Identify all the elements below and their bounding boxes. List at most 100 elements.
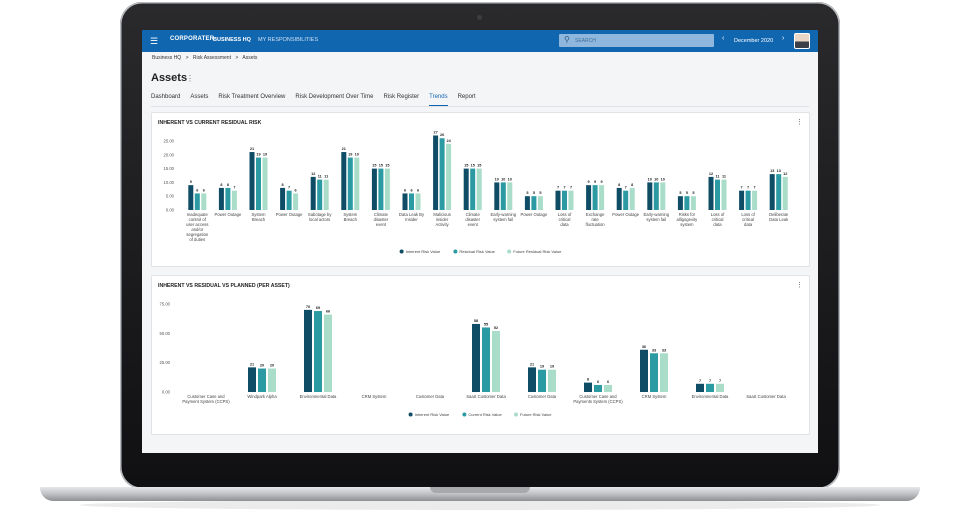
- search-input[interactable]: [575, 36, 705, 45]
- bar: [482, 327, 490, 392]
- nav-business-hq[interactable]: BUSINESS HQ: [213, 37, 251, 43]
- y-tick-label: 5.00: [166, 194, 175, 199]
- tab-risk-development-over-time[interactable]: Risk Development Over Time: [295, 94, 374, 100]
- avatar[interactable]: [794, 33, 810, 49]
- bar: [584, 382, 592, 392]
- x-tick-label: Malicious: [433, 212, 450, 217]
- x-tick-label: Activity: [435, 222, 449, 227]
- data-label: 27: [433, 130, 437, 134]
- data-label: 10: [508, 177, 512, 181]
- x-tick-label: Power Outage: [215, 212, 242, 217]
- bar: [537, 196, 543, 210]
- bar: [249, 152, 255, 210]
- legend-marker: [462, 412, 467, 417]
- bar: [494, 182, 500, 210]
- bar: [248, 367, 256, 392]
- breadcrumb-assets[interactable]: Assets: [242, 55, 258, 61]
- x-tick-label: insider: [436, 217, 449, 222]
- data-label: 15: [477, 164, 481, 168]
- data-label: 6: [410, 188, 412, 192]
- tab-trends[interactable]: Trends: [429, 94, 448, 106]
- legend-marker: [507, 249, 512, 254]
- x-tick-label: Early-warning: [643, 212, 669, 217]
- bar: [218, 187, 224, 210]
- x-tick-label: Deliberate: [769, 212, 789, 217]
- x-tick-label: Loss of: [558, 212, 572, 217]
- x-tick-label: Risks for: [679, 212, 696, 217]
- data-label: 5: [533, 191, 535, 195]
- x-tick-label: Exchange: [586, 212, 605, 217]
- x-tick-label: Climate: [374, 212, 389, 217]
- chevron-left-icon[interactable]: ‹: [722, 35, 725, 42]
- legend-label: Residual Risk Value: [459, 249, 495, 254]
- data-label: 15: [372, 164, 376, 168]
- x-tick-label: and/or: [191, 227, 203, 232]
- bar: [286, 190, 292, 210]
- x-tick-label: Loss of: [741, 212, 755, 217]
- tab-risk-treatment-overview[interactable]: Risk Treatment Overview: [218, 94, 286, 100]
- bar: [629, 187, 635, 210]
- data-label: 11: [715, 175, 719, 179]
- bar: [415, 193, 421, 210]
- x-tick-label: Insider: [405, 217, 418, 222]
- search-box[interactable]: ⚲: [559, 34, 714, 47]
- app-logo[interactable]: CORPORATER: [170, 36, 215, 42]
- chart-title: INHERENT VS CURRENT RESIDUAL RISK: [158, 120, 262, 126]
- search-icon: ⚲: [564, 35, 570, 44]
- chart-card-per-asset: INHERENT VS RESIDUAL VS PLANNED (PER ASS…: [151, 275, 810, 435]
- tab-report[interactable]: Report: [457, 94, 476, 100]
- data-label: 21: [530, 362, 534, 366]
- tab-assets[interactable]: Assets: [190, 94, 209, 100]
- bar: [472, 323, 480, 392]
- data-label: 8: [587, 378, 589, 382]
- x-tick-label: Power Outage: [521, 212, 548, 217]
- bar: [317, 179, 323, 210]
- more-options-icon[interactable]: ⋮: [796, 119, 803, 126]
- bar: [586, 185, 592, 210]
- data-label: 10: [654, 177, 658, 181]
- top-bar: ☰ CORPORATER BUSINESS HQ MY RESPONSIBILI…: [142, 30, 818, 52]
- data-label: 6: [597, 380, 599, 384]
- data-label: 7: [288, 186, 290, 190]
- x-tick-label: fluctuation: [586, 222, 606, 227]
- bar: [616, 187, 622, 210]
- data-label: 20: [260, 364, 264, 368]
- bar: [268, 368, 276, 392]
- legend-marker: [453, 249, 458, 254]
- y-tick-label: 20.00: [164, 152, 175, 157]
- data-label: 7: [741, 186, 743, 190]
- data-label: 19: [348, 153, 352, 157]
- bar: [476, 168, 482, 210]
- breadcrumb-business-hq[interactable]: Business HQ: [152, 55, 182, 61]
- bar: [304, 309, 312, 392]
- period-label[interactable]: December 2020: [734, 38, 774, 44]
- x-tick-label: event: [468, 222, 479, 227]
- x-tick-label: data: [713, 222, 722, 227]
- bar: [524, 196, 530, 210]
- x-tick-label: system fail: [646, 217, 666, 222]
- more-options-icon[interactable]: ⋮: [796, 282, 803, 289]
- tab-risk-register[interactable]: Risk Register: [383, 94, 420, 100]
- x-tick-label: Sabotage by: [308, 212, 332, 217]
- legend-label: Current Risk Value: [468, 412, 502, 417]
- bar: [752, 190, 758, 210]
- data-label: 6: [417, 188, 419, 192]
- bar: [677, 196, 683, 210]
- bar: [660, 353, 668, 392]
- data-label: 19: [540, 365, 544, 369]
- data-label: 15: [385, 164, 389, 168]
- title-more-icon[interactable]: ⋮: [186, 74, 194, 83]
- data-label: 9: [601, 180, 603, 184]
- chevron-right-icon[interactable]: ›: [782, 35, 785, 42]
- hamburger-icon[interactable]: ☰: [150, 36, 159, 46]
- bar: [258, 368, 266, 392]
- bar: [592, 185, 598, 210]
- bar: [690, 196, 696, 210]
- x-tick-label: Payments System (CCPS): [573, 399, 623, 404]
- breadcrumb-risk-assessment[interactable]: Risk Assessment: [192, 55, 231, 61]
- nav-my-responsibilities[interactable]: MY RESPONSIBILITIES: [258, 37, 319, 43]
- data-label: 7: [563, 186, 565, 190]
- tab-dashboard[interactable]: Dashboard: [151, 94, 181, 100]
- data-label: 33: [652, 348, 656, 352]
- data-label: 26: [440, 133, 444, 137]
